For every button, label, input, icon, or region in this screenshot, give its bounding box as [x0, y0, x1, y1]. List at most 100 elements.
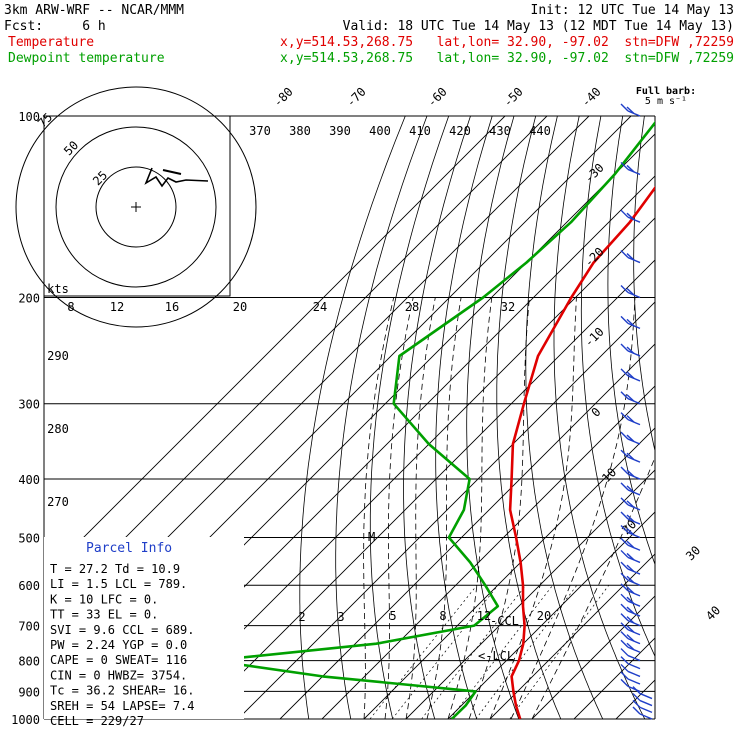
moist-adiabat-line	[447, 297, 493, 719]
wind-barb-flag	[626, 634, 635, 642]
isotherm-line	[237, 301, 655, 719]
wind-barb-flag	[620, 391, 629, 400]
isotherm-label: 40	[703, 603, 723, 623]
isotherm-line	[447, 511, 655, 719]
pressure-tick-label: 700	[18, 620, 40, 634]
scale-label: 16	[165, 300, 179, 314]
wind-barb-staff	[627, 654, 641, 662]
dry-adiabat-line	[633, 116, 655, 453]
barb-legend-title: Full barb:	[636, 86, 696, 97]
dry-adiabat-line	[580, 116, 655, 658]
pressure-tick-label: 100	[18, 110, 40, 124]
pressure-tick-label: 900	[18, 685, 40, 699]
hodograph-arrow	[162, 169, 182, 175]
wind-barb-flag	[626, 540, 635, 549]
wind-barb-flag	[620, 482, 629, 491]
pressure-tick-label: 500	[18, 531, 40, 545]
wind-barb-flag	[626, 527, 635, 536]
wind-barb-flag	[620, 497, 629, 506]
wind-barb-flag	[626, 394, 635, 402]
wind-barb-flag	[626, 625, 635, 633]
parcel-info-row: LI = 1.5 LCL = 789.	[50, 577, 187, 591]
hodograph-frame	[43, 115, 231, 297]
scale-label: 20	[233, 300, 247, 314]
wind-barb-flag	[626, 434, 635, 443]
wind-barb-flag	[626, 452, 635, 461]
mixing-ratio-label: 8	[439, 609, 446, 623]
pressure-tick-label: 600	[18, 579, 40, 593]
parcel-info-row: PW = 2.24 YGP = 0.0	[50, 638, 187, 652]
wind-barb-staff	[627, 685, 641, 693]
wind-barb-flag	[626, 616, 635, 624]
isotherm-label: -70	[344, 85, 369, 110]
wind-barb-flag	[620, 613, 629, 622]
mixing-ratio-label: 20	[537, 609, 551, 623]
parcel-info-title: Parcel Info	[86, 541, 172, 556]
isotherm-line	[279, 343, 655, 719]
dewpoint-legend-label: Dewpoint temperature	[8, 51, 165, 66]
wind-barb-flag	[626, 575, 635, 584]
wind-barb-flag	[620, 250, 629, 259]
isotherm-label: 30	[683, 543, 703, 563]
annotation-label: M	[368, 530, 375, 544]
parcel-info-row: TT = 33 EL = 0.	[50, 608, 158, 622]
wind-barb-flag	[620, 583, 629, 592]
wind-barb-staff	[627, 662, 641, 670]
pressure-tick-label: 400	[18, 473, 40, 487]
isotherm-line	[153, 217, 655, 719]
wind-barb-flag	[632, 699, 641, 708]
wind-barb-flag	[626, 514, 635, 523]
dry-adiabat-line	[435, 116, 493, 719]
mixing-ratio-label: 12	[477, 609, 491, 623]
barb-legend-units: 5 m s⁻¹	[645, 96, 687, 107]
wind-barb-flag	[632, 693, 641, 702]
scale-label: 8	[67, 300, 74, 314]
theta-label: 390	[329, 124, 351, 138]
moist-adiabat-line	[510, 297, 636, 719]
wind-barb-flag	[626, 469, 635, 478]
model-title: 3km ARW-WRF -- NCAR/MMM	[4, 3, 184, 18]
wind-barb-flag	[620, 639, 629, 648]
dewpoint-profile	[211, 120, 655, 719]
moist-adiabat-line	[468, 297, 530, 719]
wind-barb-flag	[620, 343, 629, 352]
dry-adiabat-line	[403, 116, 471, 719]
annotation-label: -CCL	[490, 614, 519, 628]
hodograph-ring	[15, 86, 257, 328]
isotherm-label: -60	[425, 85, 450, 110]
parcel-info-box: Parcel Info T = 27.2 Td = 10.9LI = 1.5 L…	[44, 537, 244, 728]
dry-adiabat-line	[659, 116, 740, 719]
wind-barb-flag	[626, 164, 635, 173]
wind-barb-staff	[639, 699, 653, 707]
wind-barb-flag	[626, 606, 635, 615]
isotherm-line	[615, 679, 655, 719]
pressure-tick-label: 800	[18, 655, 40, 669]
isotherm-line	[531, 595, 655, 719]
wind-barb-flag	[626, 106, 635, 115]
mixing-ratio-line	[391, 584, 499, 719]
wind-barb-flag	[626, 586, 635, 594]
theta-label: 400	[369, 124, 391, 138]
theta-label: 370	[249, 124, 271, 138]
theta-label: 380	[289, 124, 311, 138]
theta-left-label: 270	[47, 495, 69, 509]
parcel-info-row: SREH = 54 LAPSE= 7.4	[50, 699, 195, 713]
wind-barb-flag	[620, 656, 629, 665]
pressure-tick-label: 1000	[11, 713, 40, 727]
mixing-ratio-label: 3	[337, 610, 344, 624]
wind-barb-flag	[620, 466, 629, 475]
wind-barb-flag	[620, 593, 629, 602]
wind-barb-flag	[626, 318, 635, 327]
parcel-info-row: T = 27.2 Td = 10.9	[50, 562, 180, 576]
wind-barb-flag	[620, 648, 629, 657]
wind-barb-flag	[626, 500, 635, 508]
isotherm-line	[44, 116, 506, 578]
parcel-info-row: CELL = 229/27	[50, 714, 144, 728]
hodograph-trace	[144, 167, 209, 188]
wind-barb-staff	[639, 706, 653, 714]
wind-barb-flag	[626, 596, 635, 605]
theta-label: 430	[489, 124, 511, 138]
wind-barb-flag	[626, 212, 635, 221]
isotherm-label: -40	[579, 85, 604, 110]
wind-barb-flag	[626, 564, 635, 573]
